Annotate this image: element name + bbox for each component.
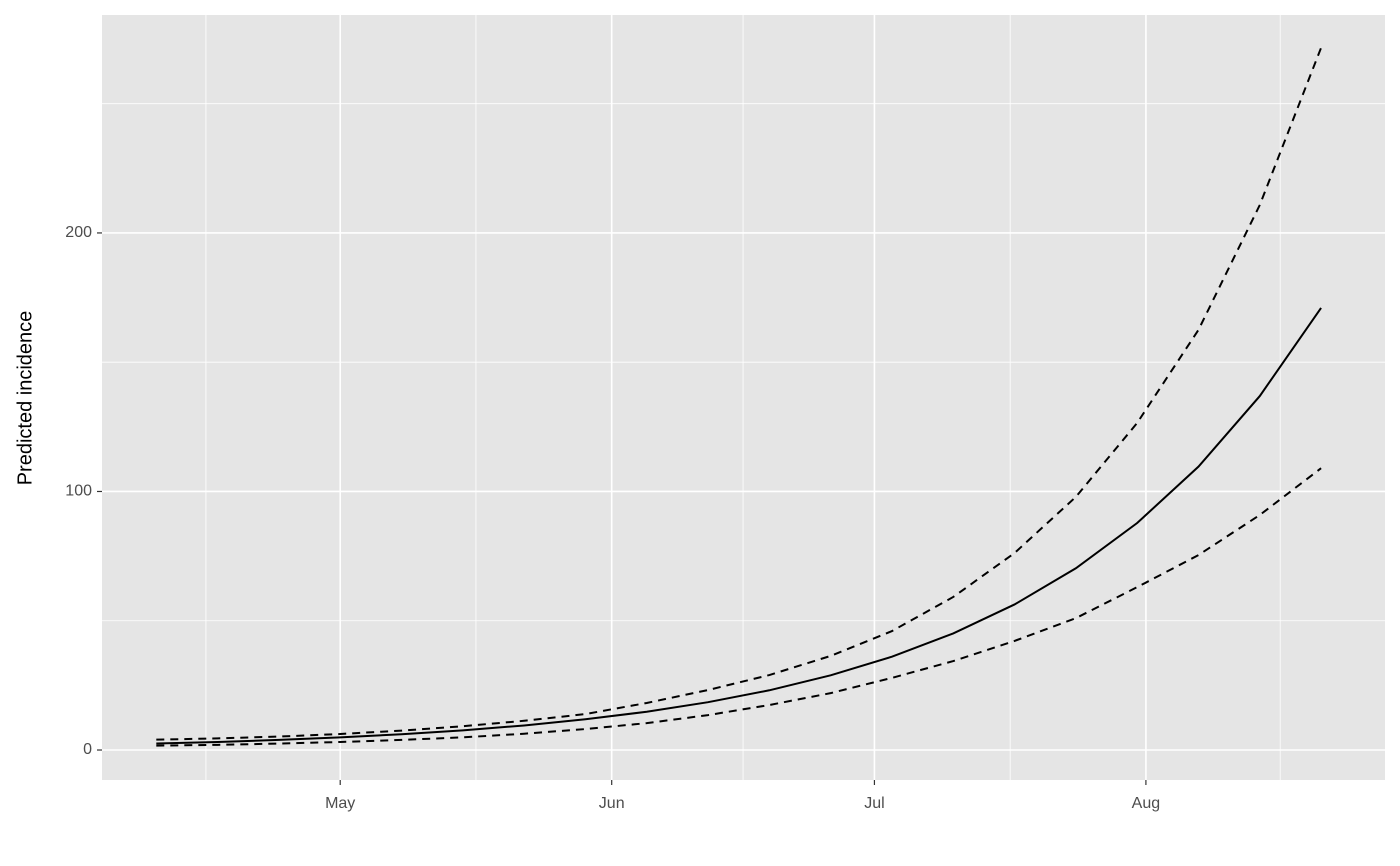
y-tick-label: 0 [83,741,92,758]
y-tick-label: 100 [65,483,92,500]
y-axis-title: Predicted incidence [14,311,36,486]
panel [102,15,1385,780]
y-tick-label: 200 [65,224,92,241]
x-tick-label: Jun [599,795,625,812]
series-line [156,47,1323,741]
series-line [156,307,1322,745]
x-tick-label: May [325,795,355,812]
x-tick-label: Jul [864,795,884,812]
x-tick-label: Aug [1132,795,1160,812]
